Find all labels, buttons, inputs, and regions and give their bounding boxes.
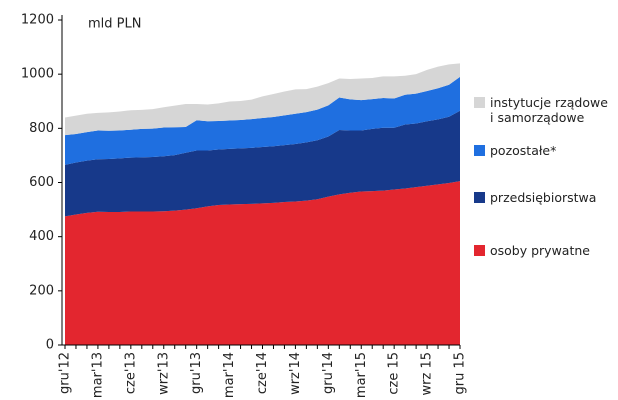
area (65, 110, 460, 217)
legend-label: przedsiębiorstwa (490, 190, 597, 205)
legend-label: pozostałe* (490, 143, 557, 158)
legend-entry: osoby prywatne (474, 243, 614, 258)
legend-entry: instytucje rządowe i samorządowe (474, 95, 614, 125)
area (65, 63, 460, 136)
area (65, 76, 460, 165)
legend-swatch (474, 192, 485, 203)
y-tick-label: 0 (46, 338, 54, 353)
x-tick-label: cze'14 (255, 352, 270, 394)
legend-entry: pozostałe* (474, 143, 614, 158)
legend-label: instytucje rządowe i samorządowe (490, 95, 608, 125)
x-tick-label: wrz'14 (288, 352, 303, 395)
x-tick-label: cze 15 (387, 352, 402, 395)
x-tick-label: mar'15 (354, 352, 369, 398)
x-tick-label: wrz'13 (156, 352, 171, 395)
y-tick-label: 200 (29, 283, 54, 298)
y-tick-label: 400 (29, 229, 54, 244)
x-tick-label: gru 15 (453, 352, 468, 395)
y-tick-label: 1200 (21, 13, 54, 28)
legend-entry: przedsiębiorstwa (474, 190, 614, 205)
legend-swatch (474, 97, 485, 108)
y-unit-label: mld PLN (88, 17, 141, 32)
y-tick-label: 1000 (21, 67, 54, 82)
legend-label: osoby prywatne (490, 243, 590, 258)
area (65, 181, 460, 345)
x-tick-label: gru'13 (189, 352, 204, 394)
y-tick-label: 800 (29, 121, 54, 136)
x-tick-label: gru'12 (58, 352, 73, 394)
legend-swatch (474, 245, 485, 256)
x-tick-label: mar'13 (90, 352, 105, 398)
x-tick-label: cze'13 (123, 352, 138, 394)
x-tick-label: gru'14 (321, 352, 336, 394)
y-tick-label: 600 (29, 175, 54, 190)
legend-swatch (474, 145, 485, 156)
x-tick-label: mar'14 (222, 352, 237, 398)
x-tick-label: wrz 15 (420, 352, 435, 395)
